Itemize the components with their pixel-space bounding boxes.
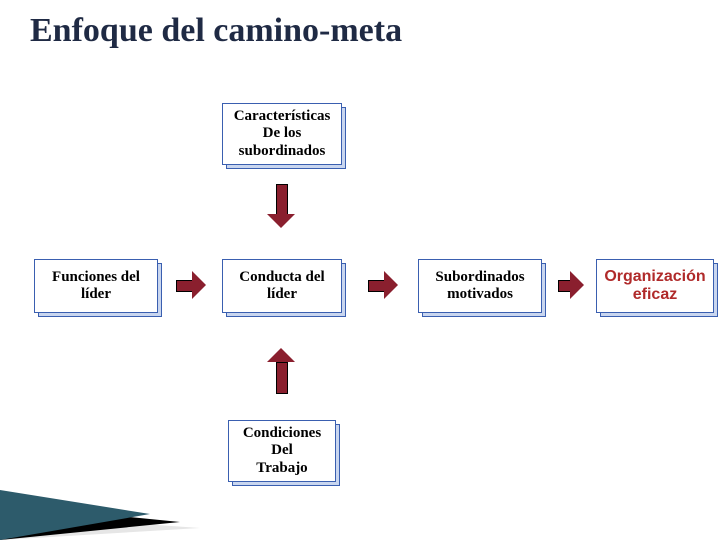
box-label: Funciones dellíder (52, 269, 140, 304)
box-label: Organizacióneficaz (604, 268, 705, 305)
corner-decoration (0, 470, 200, 540)
box-subordinados: Subordinadosmotivados (418, 259, 542, 313)
box-caracteristicas: CaracterísticasDe lossubordinados (222, 103, 342, 165)
box-label: Conducta dellíder (239, 269, 324, 304)
box-label: Subordinadosmotivados (435, 269, 524, 304)
box-label: CondicionesDelTrabajo (243, 425, 321, 477)
box-conducta: Conducta dellíder (222, 259, 342, 313)
box-condiciones: CondicionesDelTrabajo (228, 420, 336, 482)
box-organizacion: Organizacióneficaz (596, 259, 714, 313)
box-label: CaracterísticasDe lossubordinados (234, 108, 331, 160)
box-funciones: Funciones dellíder (34, 259, 158, 313)
page-title: Enfoque del camino-meta (30, 12, 402, 50)
